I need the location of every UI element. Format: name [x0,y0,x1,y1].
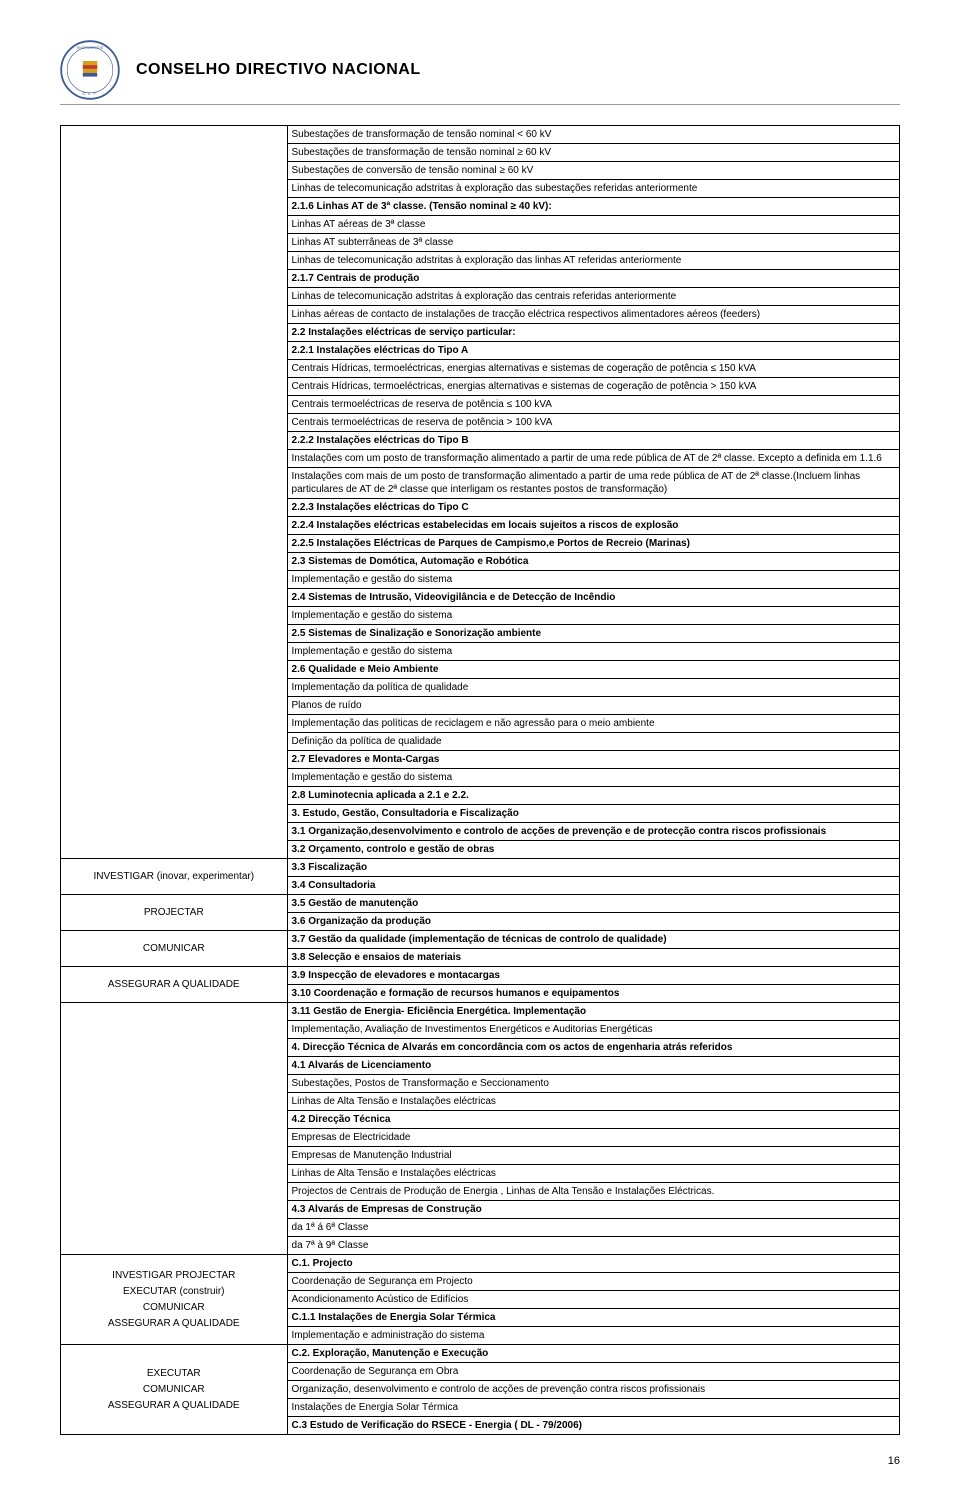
content-line: Subestações de transformação de tensão n… [288,126,899,144]
logo-icon: ENGENHEIROS O . E . T . [60,40,120,100]
row-content: C.1. ProjectoCoordenação de Segurança em… [287,1255,899,1345]
content-line: 3.9 Inspecção de elevadores e montacarga… [288,967,899,985]
content-line: Definição da política de qualidade [288,733,899,751]
content-line: Centrais Hídricas, termoeléctricas, ener… [288,378,899,396]
content-line: 3.2 Orçamento, controlo e gestão de obra… [288,841,899,858]
content-line: 2.2.1 Instalações eléctricas do Tipo A [288,342,899,360]
row-content: 3.9 Inspecção de elevadores e montacarga… [287,967,899,1003]
content-line: Implementação e gestão do sistema [288,607,899,625]
content-line: 2.6 Qualidade e Meio Ambiente [288,661,899,679]
content-line: Implementação e gestão do sistema [288,571,899,589]
row-label [61,1003,288,1255]
row-content: Subestações de transformação de tensão n… [287,126,899,859]
content-line: Implementação das políticas de reciclage… [288,715,899,733]
row-label: ASSEGURAR A QUALIDADE [61,967,288,1003]
content-line: 4.1 Alvarás de Licenciamento [288,1057,899,1075]
content-line: 3.3 Fiscalização [288,859,899,877]
content-line: 2.2.5 Instalações Eléctricas de Parques … [288,535,899,553]
row-content: 3.11 Gestão de Energia- Eficiência Energ… [287,1003,899,1255]
content-line: 2.4 Sistemas de Intrusão, Videovigilânci… [288,589,899,607]
content-line: Subestações de transformação de tensão n… [288,144,899,162]
content-line: 2.7 Elevadores e Monta-Cargas [288,751,899,769]
content-line: Acondicionamento Acústico de Edifícios [288,1291,899,1309]
content-line: 3. Estudo, Gestão, Consultadoria e Fisca… [288,805,899,823]
content-line: Linhas de Alta Tensão e Instalações eléc… [288,1093,899,1111]
content-line: 3.4 Consultadoria [288,877,899,894]
content-line: Subestações, Postos de Transformação e S… [288,1075,899,1093]
content-line: 2.2 Instalações eléctricas de serviço pa… [288,324,899,342]
content-line: 4.3 Alvarás de Empresas de Construção [288,1201,899,1219]
header-title: CONSELHO DIRECTIVO NACIONAL [136,61,421,79]
content-line: 2.5 Sistemas de Sinalização e Sonorizaçã… [288,625,899,643]
row-label: INVESTIGAR PROJECTAREXECUTAR (construir)… [61,1255,288,1345]
content-line: Instalações com um posto de transformaçã… [288,450,899,468]
content-line: 2.3 Sistemas de Domótica, Automação e Ro… [288,553,899,571]
row-content: 3.7 Gestão da qualidade (implementação d… [287,931,899,967]
row-content: 3.3 Fiscalização3.4 Consultadoria [287,859,899,895]
content-line: Linhas de Alta Tensão e Instalações eléc… [288,1165,899,1183]
content-line: Instalações com mais de um posto de tran… [288,468,899,499]
content-line: C.2. Exploração, Manutenção e Execução [288,1345,899,1363]
content-line: 2.8 Luminotecnia aplicada a 2.1 e 2.2. [288,787,899,805]
content-line: Implementação, Avaliação de Investimento… [288,1021,899,1039]
content-line: 4. Direcção Técnica de Alvarás em concor… [288,1039,899,1057]
row-label: INVESTIGAR (inovar, experimentar) [61,859,288,895]
content-line: Linhas de telecomunicação adstritas à ex… [288,288,899,306]
content-line: Implementação e administração do sistema [288,1327,899,1344]
content-line: C.1.1 Instalações de Energia Solar Térmi… [288,1309,899,1327]
row-label: COMUNICAR [61,931,288,967]
page-header: ENGENHEIROS O . E . T . CONSELHO DIRECTI… [60,40,900,105]
content-line: Linhas de telecomunicação adstritas à ex… [288,252,899,270]
content-table: Subestações de transformação de tensão n… [60,125,900,1435]
content-line: 2.1.6 Linhas AT de 3ª classe. (Tensão no… [288,198,899,216]
row-content: 3.5 Gestão de manutenção3.6 Organização … [287,895,899,931]
row-content: C.2. Exploração, Manutenção e ExecuçãoCo… [287,1345,899,1435]
content-line: 3.6 Organização da produção [288,913,899,930]
row-label [61,126,288,859]
content-line: 4.2 Direcção Técnica [288,1111,899,1129]
content-line: Empresas de Manutenção Industrial [288,1147,899,1165]
content-line: Empresas de Electricidade [288,1129,899,1147]
content-line: da 1ª á 6ª Classe [288,1219,899,1237]
content-line: Instalações de Energia Solar Térmica [288,1399,899,1417]
row-label: EXECUTARCOMUNICARASSEGURAR A QUALIDADE [61,1345,288,1435]
content-line: Linhas AT subterrâneas de 3ª classe [288,234,899,252]
svg-text:O . E . T .: O . E . T . [82,92,97,96]
content-line: Planos de ruído [288,697,899,715]
content-line: 2.2.2 Instalações eléctricas do Tipo B [288,432,899,450]
svg-text:ENGENHEIROS: ENGENHEIROS [77,46,104,50]
content-line: Centrais Hídricas, termoeléctricas, ener… [288,360,899,378]
content-line: Linhas AT aéreas de 3ª classe [288,216,899,234]
content-line: Centrais termoeléctricas de reserva de p… [288,414,899,432]
content-line: Linhas de telecomunicação adstritas à ex… [288,180,899,198]
content-line: 3.11 Gestão de Energia- Eficiência Energ… [288,1003,899,1021]
content-line: 2.1.7 Centrais de produção [288,270,899,288]
content-line: Organização, desenvolvimento e controlo … [288,1381,899,1399]
content-line: Linhas aéreas de contacto de instalações… [288,306,899,324]
content-line: Subestações de conversão de tensão nomin… [288,162,899,180]
content-line: Implementação e gestão do sistema [288,643,899,661]
content-line: Centrais termoeléctricas de reserva de p… [288,396,899,414]
content-line: Projectos de Centrais de Produção de Ene… [288,1183,899,1201]
content-line: C.3 Estudo de Verificação do RSECE - Ene… [288,1417,899,1434]
content-line: Coordenação de Segurança em Projecto [288,1273,899,1291]
content-line: 2.2.4 Instalações eléctricas estabelecid… [288,517,899,535]
row-label: PROJECTAR [61,895,288,931]
page-number: 16 [60,1455,900,1467]
content-line: 3.8 Selecção e ensaios de materiais [288,949,899,966]
content-line: Implementação e gestão do sistema [288,769,899,787]
content-line: C.1. Projecto [288,1255,899,1273]
content-line: Implementação da política de qualidade [288,679,899,697]
content-line: 2.2.3 Instalações eléctricas do Tipo C [288,499,899,517]
content-line: 3.5 Gestão de manutenção [288,895,899,913]
content-line: 3.7 Gestão da qualidade (implementação d… [288,931,899,949]
content-line: 3.10 Coordenação e formação de recursos … [288,985,899,1002]
content-line: da 7ª à 9ª Classe [288,1237,899,1254]
content-line: 3.1 Organização,desenvolvimento e contro… [288,823,899,841]
content-line: Coordenação de Segurança em Obra [288,1363,899,1381]
